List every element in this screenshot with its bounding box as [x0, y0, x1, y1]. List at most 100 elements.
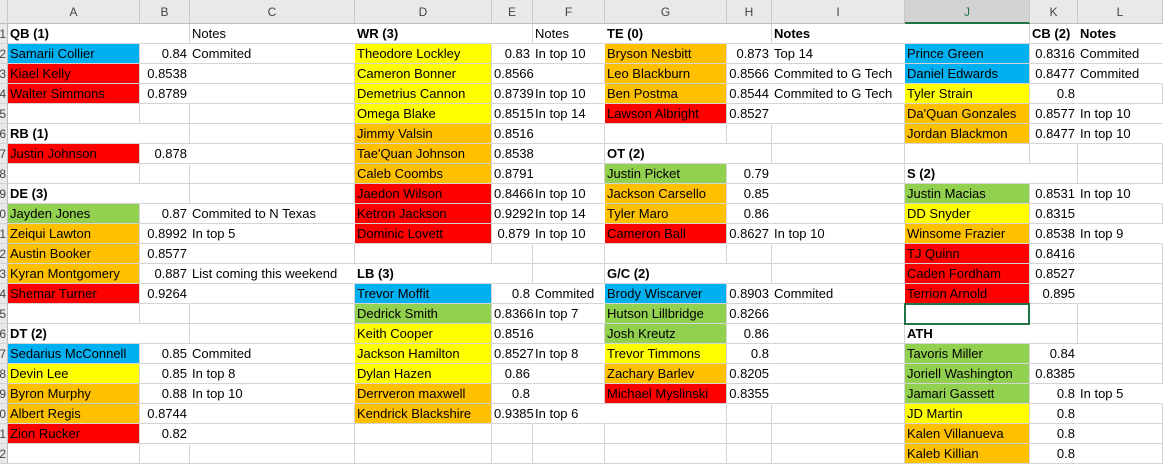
cell[interactable]: 0.8791	[492, 164, 534, 184]
cell[interactable]: 0.86	[727, 204, 772, 224]
cell[interactable]	[727, 124, 772, 144]
cell[interactable]: 0.8205	[727, 364, 772, 384]
cell[interactable]: 0.83	[492, 44, 533, 64]
cell[interactable]: Jordan Blackmon	[905, 124, 1030, 144]
cell[interactable]: Notes	[772, 24, 905, 44]
cell[interactable]: Cameron Ball	[605, 224, 727, 244]
cell[interactable]	[533, 164, 605, 184]
cell[interactable]: In top 6	[533, 404, 605, 424]
cell[interactable]: ATH	[905, 324, 1030, 344]
cell[interactable]: Commited	[190, 44, 355, 64]
cell[interactable]: Hutson Lillbridge	[605, 304, 727, 324]
cell[interactable]: Jamari Gassett	[905, 384, 1030, 404]
cell[interactable]: Jaedon Wilson	[355, 184, 492, 204]
cell[interactable]	[140, 104, 190, 124]
cell[interactable]: 0.79	[727, 164, 772, 184]
cell[interactable]	[8, 444, 140, 464]
cell[interactable]	[533, 324, 605, 344]
column-header[interactable]: C	[190, 0, 355, 24]
cell[interactable]	[772, 384, 905, 404]
cell[interactable]: 0.85	[140, 344, 190, 364]
cell[interactable]: Terrion Arnold	[905, 284, 1030, 304]
cell[interactable]: In top 10	[533, 44, 605, 64]
cell[interactable]	[190, 444, 355, 464]
row-header[interactable]: 9	[0, 184, 8, 204]
cell[interactable]: WR (3)	[355, 24, 492, 44]
cell[interactable]: Lawson Albright	[605, 104, 727, 124]
cell[interactable]: 0.8315	[1030, 204, 1078, 224]
cell[interactable]: Commited to G Tech	[772, 64, 905, 84]
cell[interactable]: 0.8627	[727, 224, 772, 244]
cell[interactable]	[533, 244, 605, 264]
cell[interactable]: In top 7	[533, 304, 605, 324]
cell[interactable]: Trevor Moffit	[355, 284, 492, 304]
cell[interactable]: 0.8544	[727, 84, 772, 104]
cell[interactable]: Leo Blackburn	[605, 64, 727, 84]
row-header[interactable]: 19	[0, 384, 8, 404]
cell[interactable]: Derrveron maxwell	[355, 384, 492, 404]
cell[interactable]: 0.8992	[140, 224, 190, 244]
column-header[interactable]: D	[355, 0, 492, 24]
row-header[interactable]: 10	[0, 204, 8, 224]
cell[interactable]: Justin Macias	[905, 184, 1030, 204]
row-header[interactable]: 15	[0, 304, 8, 324]
cell[interactable]	[533, 64, 605, 84]
cell[interactable]	[772, 424, 905, 444]
cell[interactable]: 0.86	[727, 324, 772, 344]
cell[interactable]: 0.8527	[1030, 264, 1078, 284]
cell[interactable]: 0.8577	[140, 244, 190, 264]
cell[interactable]	[1030, 164, 1078, 184]
cell[interactable]: In top 8	[190, 364, 355, 384]
cell[interactable]	[772, 164, 905, 184]
cell[interactable]	[1078, 84, 1163, 104]
cell[interactable]	[492, 444, 533, 464]
cell[interactable]	[727, 144, 772, 164]
cell[interactable]: G/C (2)	[605, 264, 727, 284]
cell[interactable]	[355, 444, 492, 464]
cell[interactable]	[1030, 304, 1078, 324]
column-header[interactable]: F	[533, 0, 605, 24]
cell[interactable]: 0.8	[492, 284, 533, 304]
cell[interactable]	[190, 424, 355, 444]
cell[interactable]: 0.8355	[727, 384, 772, 404]
row-header[interactable]: 22	[0, 444, 8, 464]
cell[interactable]	[605, 424, 727, 444]
cell[interactable]: Byron Murphy	[8, 384, 140, 404]
cell[interactable]	[772, 444, 905, 464]
cell[interactable]	[1078, 344, 1163, 364]
cell[interactable]: List coming this weekend	[190, 264, 355, 284]
cell[interactable]: 0.8527	[727, 104, 772, 124]
cell[interactable]	[492, 244, 533, 264]
cell[interactable]: 0.8516	[492, 124, 534, 144]
cell[interactable]	[190, 244, 355, 264]
cell[interactable]: In top 5	[1078, 384, 1163, 404]
cell[interactable]	[492, 24, 533, 44]
cell[interactable]	[1078, 304, 1163, 324]
cell[interactable]: Cameron Bonner	[355, 64, 492, 84]
cell[interactable]: 0.86	[492, 364, 533, 384]
cell[interactable]: LB (3)	[355, 264, 492, 284]
cell[interactable]: 0.8577	[1030, 104, 1078, 124]
cell[interactable]	[772, 244, 905, 264]
cell[interactable]: Josh Kreutz	[605, 324, 727, 344]
cell[interactable]	[1030, 324, 1078, 344]
cell[interactable]	[605, 404, 727, 424]
cell[interactable]: 0.9264	[140, 284, 190, 304]
cell[interactable]: Jayden Jones	[8, 204, 140, 224]
cell[interactable]: 0.8566	[727, 64, 772, 84]
cell[interactable]	[140, 324, 190, 344]
row-header[interactable]: 18	[0, 364, 8, 384]
cell[interactable]: 0.87	[140, 204, 190, 224]
cell[interactable]	[772, 144, 905, 164]
cell[interactable]	[1030, 144, 1078, 164]
cell[interactable]: 0.8416	[1030, 244, 1078, 264]
cell[interactable]: Tyler Strain	[905, 84, 1030, 104]
row-header[interactable]: 8	[0, 164, 8, 184]
cell[interactable]	[533, 444, 605, 464]
cell[interactable]: 0.8	[1030, 384, 1078, 404]
cell[interactable]: 0.8	[492, 384, 533, 404]
cell[interactable]	[727, 444, 772, 464]
row-header[interactable]: 1	[0, 24, 8, 44]
cell[interactable]	[140, 24, 190, 44]
cell[interactable]	[1078, 264, 1163, 284]
